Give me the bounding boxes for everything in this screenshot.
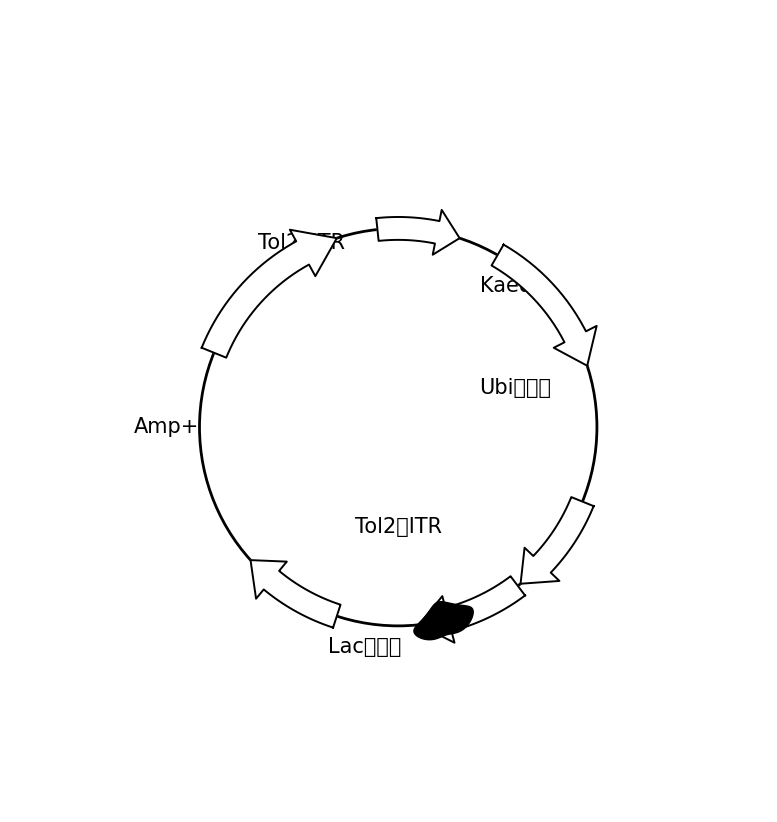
Text: Amp+: Amp+ bbox=[134, 417, 199, 437]
Polygon shape bbox=[250, 560, 340, 628]
Text: Kaede: Kaede bbox=[479, 275, 545, 296]
Polygon shape bbox=[419, 576, 525, 643]
Text: Ubi启动子: Ubi启动子 bbox=[479, 378, 552, 398]
Polygon shape bbox=[414, 602, 473, 640]
Text: Lac启动子: Lac启动子 bbox=[329, 637, 402, 657]
Text: Tol2右ITR: Tol2右ITR bbox=[355, 516, 441, 537]
Text: Tol2左ITR: Tol2左ITR bbox=[259, 233, 345, 253]
Polygon shape bbox=[202, 229, 336, 358]
Polygon shape bbox=[376, 210, 460, 255]
Polygon shape bbox=[492, 245, 597, 366]
Polygon shape bbox=[521, 497, 594, 584]
